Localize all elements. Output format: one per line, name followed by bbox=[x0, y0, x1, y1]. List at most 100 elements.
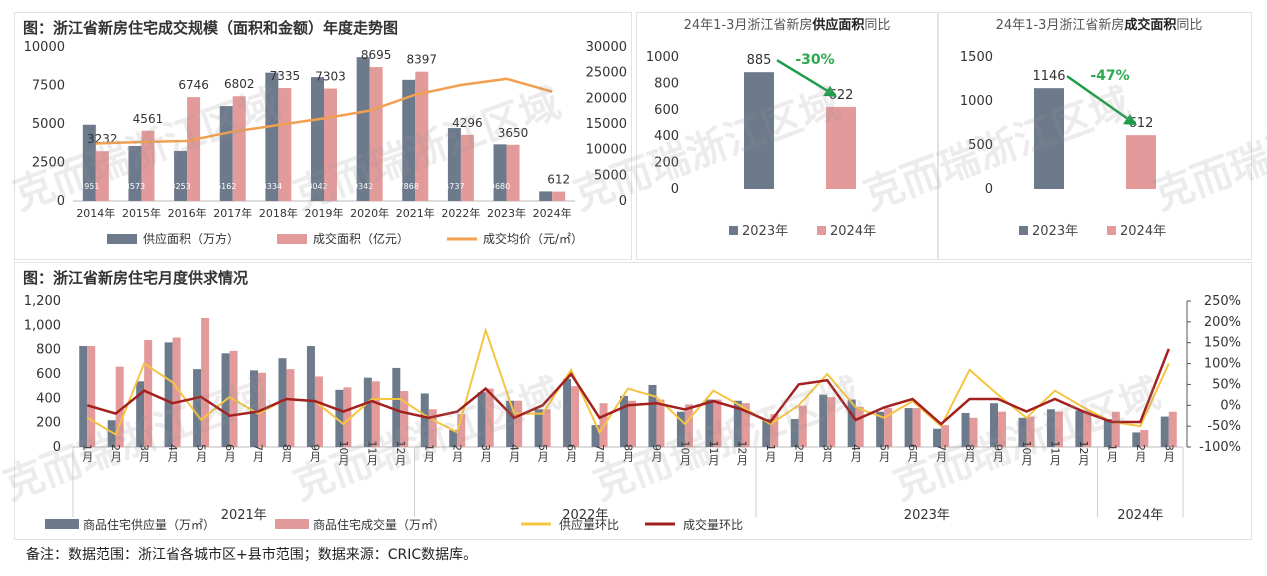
deal-value-label: 6802 bbox=[224, 77, 255, 91]
supply-bar-label: 6162 bbox=[216, 182, 236, 191]
month-tick-label: 4月 bbox=[849, 444, 862, 462]
legend-label: 2023年 bbox=[742, 224, 788, 239]
deal-bar bbox=[628, 400, 636, 447]
deal-bar bbox=[95, 151, 109, 201]
monthly-chart-panel: 图：浙江省新房住宅月度供求情况 0 200 400 600 800 1,000 1,200 -… bbox=[14, 262, 1252, 540]
legend-swatch bbox=[817, 226, 826, 235]
x-tick-label: 2021年 bbox=[396, 206, 435, 220]
deal-value-label: 4296 bbox=[452, 116, 483, 130]
supply-bar bbox=[591, 425, 600, 447]
supply-bar bbox=[265, 72, 279, 201]
supply-bar bbox=[563, 378, 572, 447]
right-axis-tick: 5000 bbox=[594, 168, 627, 183]
month-tick-label: 9月 bbox=[992, 444, 1005, 462]
supply-bar-label: 3573 bbox=[125, 182, 145, 191]
deal-bar bbox=[1083, 410, 1092, 447]
deal-value-label: 7303 bbox=[315, 70, 346, 84]
supply-bar bbox=[79, 346, 88, 447]
deal-bar bbox=[369, 67, 383, 201]
supply-bar bbox=[306, 346, 315, 447]
decrease-arrow bbox=[1066, 75, 1132, 123]
legend-swatch bbox=[277, 234, 307, 244]
deal-bar bbox=[286, 369, 295, 447]
year-label: 2022年 bbox=[562, 508, 608, 523]
month-tick-label: 8月 bbox=[622, 444, 635, 462]
deal-bar bbox=[115, 366, 124, 447]
month-tick-label: 2月 bbox=[109, 444, 122, 462]
supply-bar bbox=[1018, 417, 1027, 447]
deal-bar bbox=[1054, 411, 1063, 447]
deal-value-label: 8397 bbox=[406, 53, 437, 67]
month-tick-label: 1月 bbox=[422, 444, 435, 462]
yoy-bar bbox=[826, 106, 856, 189]
supply-bar bbox=[539, 191, 553, 201]
legend-label: 供应量环比 bbox=[559, 517, 619, 532]
month-tick-label: 5月 bbox=[195, 444, 208, 462]
deal-bar bbox=[571, 386, 580, 447]
deal-bar bbox=[187, 97, 201, 201]
deal-value-label: 3650 bbox=[498, 126, 529, 140]
supply-bar-label: 3680 bbox=[490, 182, 510, 191]
right-axis-tick: 200% bbox=[1204, 315, 1241, 330]
supply-bar bbox=[790, 419, 799, 447]
supply-bar bbox=[1046, 409, 1055, 447]
supply-bar bbox=[904, 408, 913, 447]
month-tick-label: 9月 bbox=[308, 444, 321, 462]
month-tick-label: 11月 bbox=[707, 441, 720, 466]
decrease-arrow-head bbox=[1123, 114, 1137, 126]
year-label: 2024年 bbox=[1117, 508, 1163, 523]
deal-bar bbox=[1026, 416, 1035, 447]
yoy-bar bbox=[1126, 135, 1156, 189]
yoy-change-label: -30% bbox=[795, 52, 834, 68]
supply-bar bbox=[250, 370, 258, 447]
month-tick-label: 4月 bbox=[508, 444, 521, 462]
supply-bar-label: 7868 bbox=[399, 182, 419, 191]
deal-bar bbox=[485, 388, 494, 447]
month-tick-label: 3月 bbox=[138, 444, 151, 462]
month-tick-label: 8月 bbox=[963, 444, 976, 462]
deal-value-label: 4561 bbox=[133, 112, 164, 126]
deal-yoy-chart: 24年1-3月浙江省新房成交面积同比 0 500 1000 1500 1146 612 -4… bbox=[960, 17, 1203, 239]
legend-swatch bbox=[1019, 226, 1028, 235]
deal-bar bbox=[827, 397, 836, 447]
left-axis-tick: 5000 bbox=[32, 117, 65, 132]
yoy-bar bbox=[1034, 88, 1064, 189]
deal-bar bbox=[314, 376, 323, 447]
deal-yoy-title: 24年1-3月浙江省新房成交面积同比 bbox=[996, 17, 1203, 33]
deal-value-label: 6746 bbox=[178, 78, 209, 92]
left-axis-tick: 10000 bbox=[24, 40, 65, 55]
legend-label: 2023年 bbox=[1032, 224, 1078, 239]
x-tick-label: 2017年 bbox=[213, 206, 252, 220]
deal-bar bbox=[1111, 411, 1120, 447]
y-tick-label: 1500 bbox=[960, 50, 993, 65]
supply-ratio-line bbox=[86, 326, 1170, 436]
legend-label: 2024年 bbox=[1120, 224, 1166, 239]
deal-bar bbox=[884, 408, 893, 447]
y-tick-label: 800 bbox=[654, 76, 679, 91]
left-axis-tick: 1,000 bbox=[24, 318, 61, 333]
supply-bar-label: 9342 bbox=[353, 182, 373, 191]
legend-swatch bbox=[275, 519, 309, 529]
left-axis-tick: 400 bbox=[36, 391, 61, 406]
deal-bar bbox=[770, 414, 779, 447]
y-tick-label: 400 bbox=[654, 129, 679, 144]
deal-bar bbox=[542, 409, 551, 447]
annual-chart: 图：浙江省新房住宅成交规模（面积和金额）年度走势图 0 2500 5000 7500 1… bbox=[23, 19, 627, 246]
deal-bar bbox=[457, 414, 466, 447]
y-tick-label: 600 bbox=[654, 103, 679, 118]
yoy-bar bbox=[744, 72, 774, 189]
deal-bar bbox=[87, 346, 96, 447]
x-tick-label: 2018年 bbox=[259, 206, 298, 220]
deal-bar bbox=[343, 387, 352, 447]
deal-bar bbox=[514, 400, 523, 447]
month-tick-label: 3月 bbox=[479, 444, 492, 462]
supply-bar bbox=[193, 369, 202, 447]
annual-chart-panel: 图：浙江省新房住宅成交规模（面积和金额）年度走势图 0 2500 5000 7500 1… bbox=[14, 12, 632, 260]
legend-label: 商品住宅供应量（万㎡） bbox=[83, 517, 215, 532]
month-tick-label: 9月 bbox=[650, 444, 663, 462]
month-tick-label: 12月 bbox=[1077, 441, 1090, 466]
supply-bar bbox=[335, 389, 344, 447]
month-tick-label: 11月 bbox=[365, 441, 378, 466]
deal-bar bbox=[552, 191, 566, 201]
supply-bar bbox=[1160, 416, 1169, 447]
